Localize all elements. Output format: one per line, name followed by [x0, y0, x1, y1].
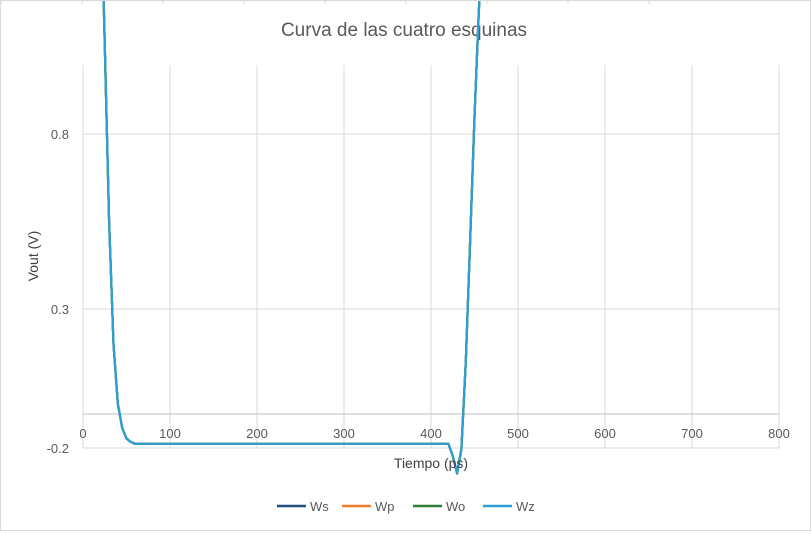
x-tick-label: 100 [159, 426, 181, 441]
series-line-wz [102, 0, 481, 475]
legend-label: Wo [446, 499, 465, 514]
x-tick-label: 800 [768, 426, 790, 441]
x-tick-label: 500 [507, 426, 529, 441]
legend-item-wp: Wp [342, 499, 395, 514]
x-tick-label: 600 [594, 426, 616, 441]
x-tick-label: 0 [79, 426, 86, 441]
top-gridline-strip [1, 1, 650, 4]
legend-item-ws: Ws [277, 499, 329, 514]
x-tick-label: 400 [420, 426, 442, 441]
legend: Ws Wp Wo Wz [277, 499, 535, 514]
y-tick-label: -0.2 [47, 441, 69, 456]
y-tick-label: 0.8 [51, 127, 69, 142]
legend-label: Ws [310, 499, 329, 514]
legend-item-wo: Wo [413, 499, 465, 514]
x-tick-label: 200 [246, 426, 268, 441]
x-tick-label: 300 [333, 426, 355, 441]
x-axis-title: Tiempo (ps) [394, 455, 468, 471]
legend-item-wz: Wz [483, 499, 535, 514]
x-tick-label: 700 [681, 426, 703, 441]
y-tick-label: 0.3 [51, 302, 69, 317]
chart-title: Curva de las cuatro esquinas [281, 20, 527, 41]
legend-label: Wp [375, 499, 395, 514]
y-axis-title: Vout (V) [25, 231, 41, 282]
legend-label: Wz [516, 499, 535, 514]
